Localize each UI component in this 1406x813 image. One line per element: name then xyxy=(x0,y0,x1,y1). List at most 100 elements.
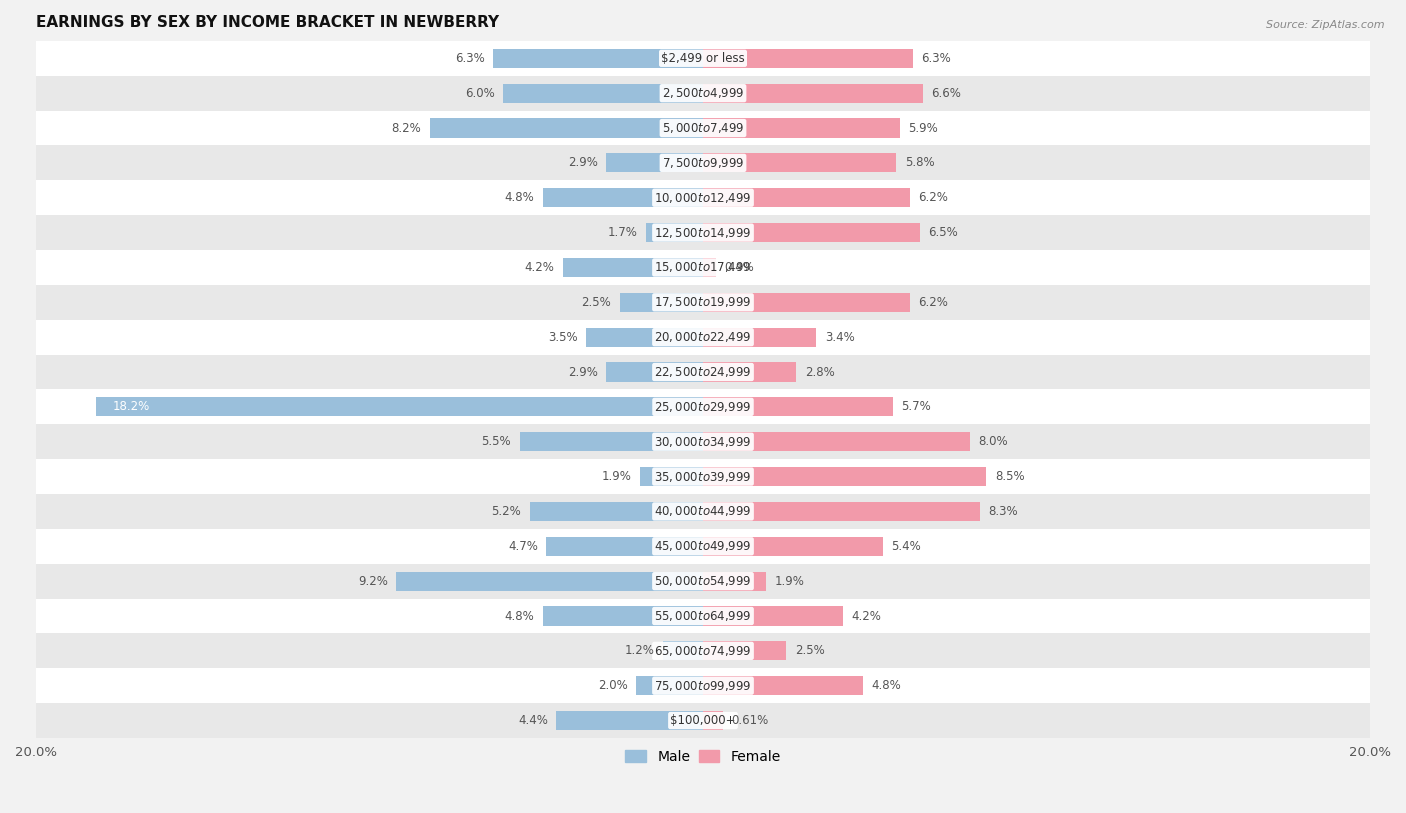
Bar xyxy=(703,641,786,660)
Text: 18.2%: 18.2% xyxy=(112,400,150,413)
Bar xyxy=(96,398,703,416)
Bar xyxy=(37,320,1369,354)
Text: 2.9%: 2.9% xyxy=(568,366,598,379)
Bar xyxy=(703,363,796,381)
Text: EARNINGS BY SEX BY INCOME BRACKET IN NEWBERRY: EARNINGS BY SEX BY INCOME BRACKET IN NEW… xyxy=(37,15,499,30)
Text: $7,500 to $9,999: $7,500 to $9,999 xyxy=(662,156,744,170)
Text: 8.0%: 8.0% xyxy=(979,435,1008,448)
Text: $35,000 to $39,999: $35,000 to $39,999 xyxy=(654,470,752,484)
Text: 1.9%: 1.9% xyxy=(775,575,804,588)
Text: 2.0%: 2.0% xyxy=(598,679,628,692)
Bar xyxy=(703,188,910,207)
Bar xyxy=(494,49,703,68)
Text: 6.5%: 6.5% xyxy=(928,226,957,239)
Text: 6.6%: 6.6% xyxy=(931,87,962,100)
Text: Source: ZipAtlas.com: Source: ZipAtlas.com xyxy=(1267,20,1385,30)
Bar xyxy=(703,223,920,242)
Text: 5.7%: 5.7% xyxy=(901,400,931,413)
Text: 1.7%: 1.7% xyxy=(607,226,638,239)
Bar xyxy=(703,537,883,556)
Bar xyxy=(37,389,1369,424)
Bar xyxy=(37,563,1369,598)
Text: 8.3%: 8.3% xyxy=(988,505,1018,518)
Bar xyxy=(37,494,1369,529)
Text: $2,499 or less: $2,499 or less xyxy=(661,52,745,65)
Bar xyxy=(606,154,703,172)
Text: 4.4%: 4.4% xyxy=(517,714,548,727)
Text: $22,500 to $24,999: $22,500 to $24,999 xyxy=(654,365,752,379)
Text: $100,000+: $100,000+ xyxy=(671,714,735,727)
Text: $40,000 to $44,999: $40,000 to $44,999 xyxy=(654,504,752,519)
Text: 2.5%: 2.5% xyxy=(582,296,612,309)
Bar xyxy=(703,84,924,102)
Text: 5.5%: 5.5% xyxy=(482,435,512,448)
Bar xyxy=(703,328,817,346)
Text: 1.2%: 1.2% xyxy=(624,645,655,658)
Bar xyxy=(37,354,1369,389)
Bar xyxy=(37,180,1369,215)
Bar xyxy=(37,668,1369,703)
Bar xyxy=(640,467,703,486)
Bar xyxy=(543,188,703,207)
Text: 6.3%: 6.3% xyxy=(921,52,952,65)
Text: $10,000 to $12,499: $10,000 to $12,499 xyxy=(654,191,752,205)
Bar xyxy=(637,676,703,695)
Bar xyxy=(703,154,897,172)
Text: 2.5%: 2.5% xyxy=(794,645,824,658)
Bar xyxy=(37,215,1369,250)
Bar xyxy=(429,119,703,137)
Text: 6.3%: 6.3% xyxy=(454,52,485,65)
Bar xyxy=(703,711,723,730)
Legend: Male, Female: Male, Female xyxy=(620,744,786,769)
Text: 5.2%: 5.2% xyxy=(492,505,522,518)
Bar xyxy=(37,633,1369,668)
Bar xyxy=(703,293,910,312)
Bar xyxy=(664,641,703,660)
Text: 4.8%: 4.8% xyxy=(505,191,534,204)
Text: 3.5%: 3.5% xyxy=(548,331,578,344)
Bar xyxy=(503,84,703,102)
Bar xyxy=(647,223,703,242)
Text: 5.4%: 5.4% xyxy=(891,540,921,553)
Bar xyxy=(530,502,703,521)
Bar xyxy=(37,529,1369,563)
Bar xyxy=(37,146,1369,180)
Bar xyxy=(396,572,703,591)
Bar xyxy=(557,711,703,730)
Text: 3.4%: 3.4% xyxy=(825,331,855,344)
Text: $20,000 to $22,499: $20,000 to $22,499 xyxy=(654,330,752,344)
Text: 0.4%: 0.4% xyxy=(724,261,755,274)
Bar xyxy=(703,258,716,277)
Text: 8.2%: 8.2% xyxy=(391,121,422,134)
Bar xyxy=(703,572,766,591)
Bar xyxy=(37,111,1369,146)
Text: 4.2%: 4.2% xyxy=(524,261,554,274)
Text: 5.9%: 5.9% xyxy=(908,121,938,134)
Bar xyxy=(37,285,1369,320)
Bar xyxy=(606,363,703,381)
Text: $5,000 to $7,499: $5,000 to $7,499 xyxy=(662,121,744,135)
Text: 2.9%: 2.9% xyxy=(568,156,598,169)
Text: 4.8%: 4.8% xyxy=(872,679,901,692)
Text: $30,000 to $34,999: $30,000 to $34,999 xyxy=(654,435,752,449)
Text: 9.2%: 9.2% xyxy=(359,575,388,588)
Text: 8.5%: 8.5% xyxy=(995,470,1025,483)
Text: $75,000 to $99,999: $75,000 to $99,999 xyxy=(654,679,752,693)
Text: $45,000 to $49,999: $45,000 to $49,999 xyxy=(654,539,752,554)
Text: 5.8%: 5.8% xyxy=(905,156,935,169)
Text: $17,500 to $19,999: $17,500 to $19,999 xyxy=(654,295,752,309)
Text: 6.2%: 6.2% xyxy=(918,296,948,309)
Text: $65,000 to $74,999: $65,000 to $74,999 xyxy=(654,644,752,658)
Bar xyxy=(703,49,912,68)
Bar xyxy=(37,703,1369,738)
Text: 2.8%: 2.8% xyxy=(804,366,835,379)
Bar xyxy=(520,433,703,451)
Text: $2,500 to $4,999: $2,500 to $4,999 xyxy=(662,86,744,100)
Text: 4.2%: 4.2% xyxy=(852,610,882,623)
Bar xyxy=(562,258,703,277)
Bar xyxy=(37,250,1369,285)
Text: 0.61%: 0.61% xyxy=(731,714,769,727)
Text: 1.9%: 1.9% xyxy=(602,470,631,483)
Text: 4.8%: 4.8% xyxy=(505,610,534,623)
Text: $55,000 to $64,999: $55,000 to $64,999 xyxy=(654,609,752,623)
